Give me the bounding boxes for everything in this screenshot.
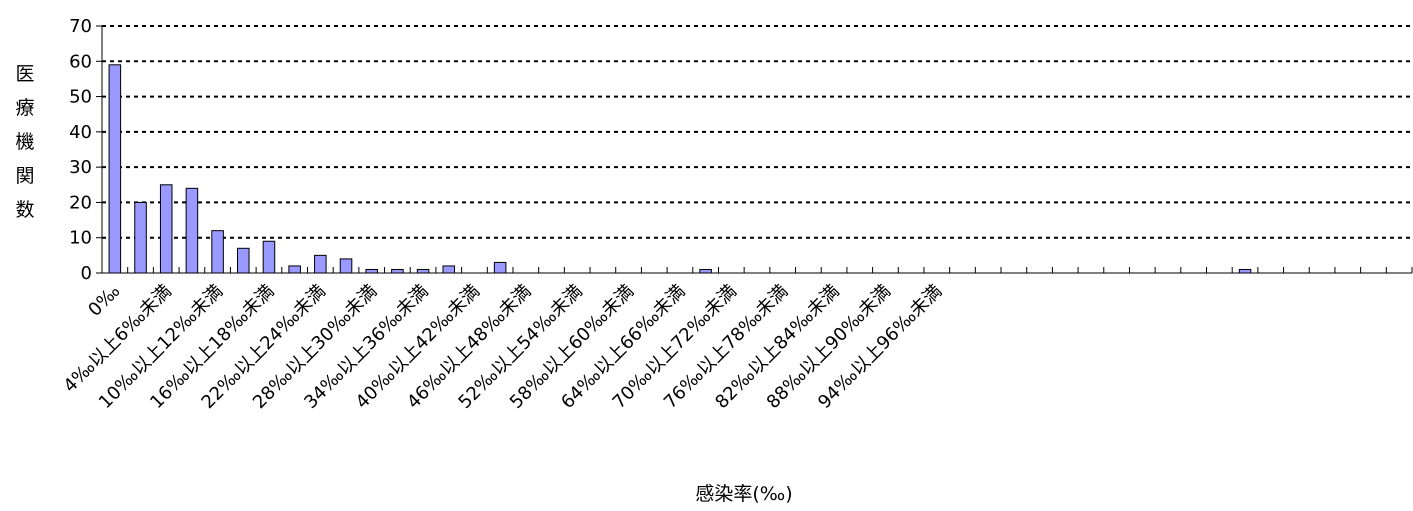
bar [365, 268, 378, 274]
bar [1238, 268, 1252, 274]
x-tick-label: 0‰ [84, 281, 124, 321]
y-tick-labels: 0 10 20 30 40 50 60 70 [69, 16, 92, 284]
bar [442, 265, 456, 274]
y-axis-label-char: 関 [15, 165, 34, 187]
bar [185, 187, 199, 274]
bar [159, 184, 173, 274]
bar [134, 201, 147, 274]
bar [236, 247, 250, 274]
gridlines [102, 25, 1412, 239]
y-tick-label: 60 [69, 51, 92, 72]
bar [211, 230, 224, 274]
x-axis-label: 感染率(‰) [695, 483, 792, 505]
axes [96, 25, 1413, 274]
y-axis-label-char: 機 [15, 131, 34, 153]
y-tick-label: 70 [69, 16, 92, 37]
bar [493, 261, 507, 274]
bar [416, 268, 430, 274]
y-tick-label: 0 [81, 263, 92, 284]
bar [339, 258, 353, 274]
bar [314, 254, 327, 274]
y-axis-label-char: 医 [15, 63, 34, 85]
bar [262, 240, 276, 274]
y-axis-label-char: 数 [15, 199, 34, 221]
bar [699, 268, 712, 274]
y-tick-label: 30 [69, 157, 92, 178]
bar [108, 64, 122, 274]
y-axis-label-char: 療 [15, 97, 34, 119]
bar [288, 265, 301, 274]
y-tick-label: 20 [69, 192, 92, 213]
x-tick-labels: 0‰4‰以上6‰未満10‰以上12‰未満16‰以上18‰未満22‰以上24‰未満… [60, 281, 947, 413]
y-tick-label: 10 [69, 228, 92, 249]
bar [391, 268, 404, 274]
y-tick-label: 40 [69, 122, 92, 143]
y-tick-label: 50 [69, 87, 92, 108]
